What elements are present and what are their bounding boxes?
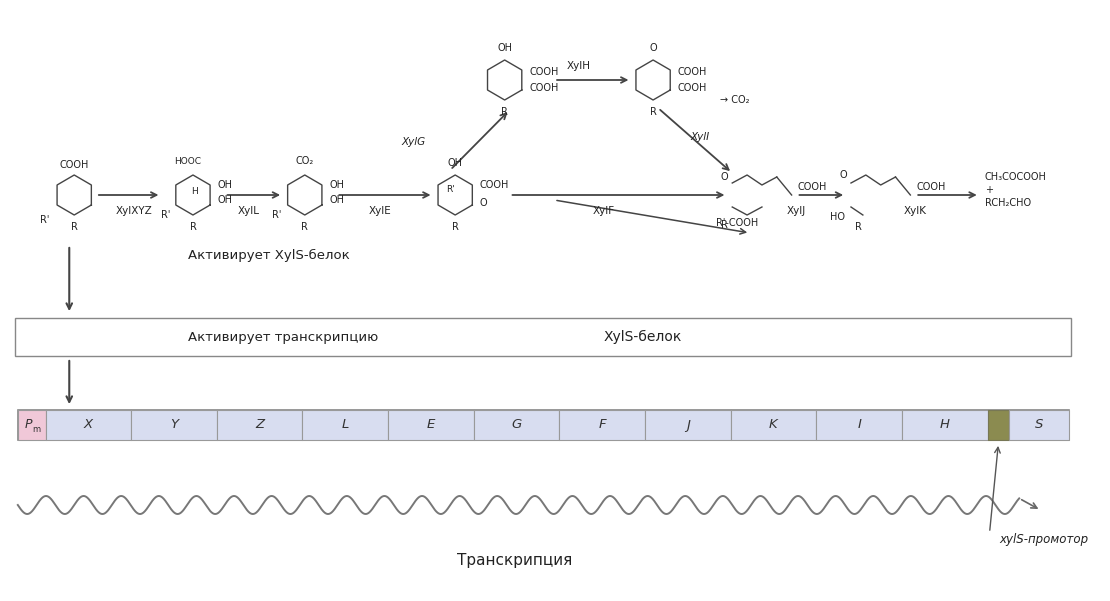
Text: +: +: [985, 185, 992, 195]
Text: XylK: XylK: [904, 206, 927, 216]
Bar: [302, 410, 388, 440]
Text: R: R: [301, 222, 309, 232]
Text: H: H: [940, 418, 950, 432]
Text: Y: Y: [170, 418, 178, 432]
Bar: [730, 410, 816, 440]
Text: COOH: COOH: [529, 83, 558, 93]
Bar: [902, 410, 988, 440]
Text: CO₂: CO₂: [295, 156, 314, 166]
Bar: [14, 318, 1071, 356]
Text: COOH: COOH: [60, 160, 89, 170]
Bar: [216, 410, 302, 440]
Text: OH: OH: [218, 180, 233, 190]
Text: P: P: [24, 418, 32, 430]
Text: XylF: XylF: [593, 206, 615, 216]
Text: OH: OH: [218, 195, 233, 205]
Text: R: R: [71, 222, 78, 232]
Text: R': R': [161, 210, 170, 220]
Text: Активирует транскрипцию: Активирует транскрипцию: [188, 331, 379, 344]
Text: HO: HO: [829, 212, 845, 222]
Text: O: O: [839, 170, 847, 180]
Text: R: R: [190, 222, 196, 232]
Bar: [645, 410, 730, 440]
Text: O: O: [480, 198, 487, 208]
Text: S: S: [1035, 418, 1043, 432]
Text: R'-COOH: R'-COOH: [716, 218, 758, 228]
Text: COOH: COOH: [529, 67, 558, 77]
Text: I: I: [857, 418, 861, 432]
Text: XylXYZ: XylXYZ: [115, 206, 152, 216]
Text: XylG: XylG: [402, 137, 425, 147]
Text: G: G: [512, 418, 522, 432]
Text: F: F: [598, 418, 606, 432]
Text: XylI: XylI: [690, 132, 709, 142]
Text: H: H: [192, 186, 199, 195]
Text: Z: Z: [255, 418, 264, 432]
Text: E: E: [426, 418, 435, 432]
Text: O: O: [720, 172, 728, 182]
Text: XylJ: XylJ: [787, 206, 806, 216]
Text: K: K: [769, 418, 778, 432]
Text: X: X: [83, 418, 93, 432]
Text: R: R: [649, 107, 656, 117]
Bar: [18, 410, 46, 440]
Text: O: O: [649, 43, 657, 53]
Text: R: R: [452, 222, 458, 232]
Text: R': R': [40, 215, 49, 225]
Text: COOH: COOH: [678, 67, 707, 77]
Text: Транскрипция: Транскрипция: [457, 552, 572, 567]
Text: R: R: [856, 222, 862, 232]
Bar: [18, 410, 1069, 440]
Text: R': R': [272, 210, 282, 220]
Bar: [816, 410, 902, 440]
Bar: [988, 410, 1009, 440]
Text: L: L: [342, 418, 349, 432]
Text: XylE: XylE: [369, 206, 392, 216]
Text: CH₃COCOOH: CH₃COCOOH: [985, 172, 1047, 182]
Text: m: m: [32, 424, 41, 433]
Text: Активирует XylS-белок: Активирует XylS-белок: [188, 248, 350, 261]
Text: OH: OH: [497, 43, 512, 53]
Text: xylS-промотор: xylS-промотор: [999, 534, 1089, 546]
Text: OH: OH: [447, 158, 463, 168]
Text: OH: OH: [330, 195, 344, 205]
Text: COOH: COOH: [916, 182, 946, 192]
Text: R: R: [720, 220, 728, 230]
Text: RCH₂CHO: RCH₂CHO: [985, 198, 1031, 208]
Text: OH: OH: [330, 180, 344, 190]
Text: R: R: [502, 107, 508, 117]
Bar: [388, 410, 474, 440]
Text: COOH: COOH: [678, 83, 707, 93]
Text: XylS-белок: XylS-белок: [604, 330, 683, 344]
Bar: [131, 410, 216, 440]
Text: XylH: XylH: [567, 61, 591, 71]
Bar: [46, 410, 131, 440]
Text: → CO₂: → CO₂: [720, 95, 750, 105]
Bar: [474, 410, 559, 440]
Bar: [1009, 410, 1069, 440]
Text: R': R': [446, 186, 455, 195]
Text: XylL: XylL: [238, 206, 260, 216]
Text: HOOC: HOOC: [174, 156, 202, 165]
Text: J: J: [686, 418, 689, 432]
Text: COOH: COOH: [798, 182, 827, 192]
Text: COOH: COOH: [480, 180, 509, 190]
Bar: [559, 410, 645, 440]
